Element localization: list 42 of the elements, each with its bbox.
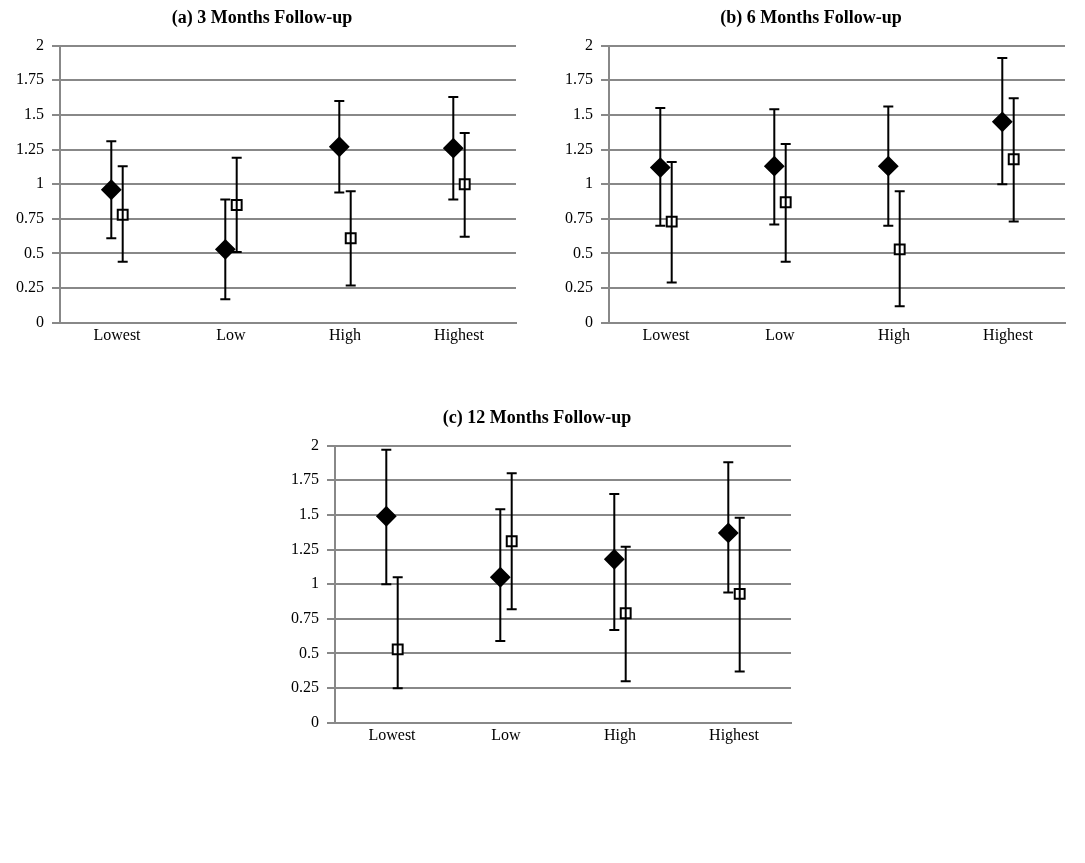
x-tick-label: Low: [490, 725, 521, 743]
y-tick-label: 0: [36, 313, 44, 330]
chart-title: (c) 12 Months Follow-up: [442, 407, 631, 429]
y-tick-label: 0.25: [290, 678, 319, 696]
y-tick-label: 1.75: [565, 70, 593, 88]
y-tick-label: 1.25: [565, 139, 593, 157]
y-tick-label: 1.25: [16, 139, 44, 157]
y-tick-label: 0.75: [16, 209, 44, 227]
x-tick-label: Low: [216, 325, 247, 343]
y-tick-label: 1.5: [573, 105, 593, 123]
y-tick-label: 1.75: [16, 70, 44, 88]
y-tick-label: 1: [310, 574, 319, 592]
x-tick-label: High: [878, 325, 910, 344]
y-tick-label: 0.5: [573, 243, 593, 261]
y-tick-label: 1.25: [290, 539, 319, 557]
x-tick-label: Lowest: [367, 725, 416, 743]
y-tick-label: 0: [585, 313, 593, 330]
y-tick-label: 0.5: [24, 243, 44, 261]
y-tick-label: 2: [36, 35, 44, 53]
x-tick-label: Low: [765, 325, 796, 343]
x-tick-label: Lowest: [642, 325, 691, 343]
y-tick-label: 1: [36, 174, 44, 192]
y-tick-label: 1: [585, 174, 593, 192]
y-tick-label: 0.75: [565, 209, 593, 227]
y-tick-label: 0.25: [565, 278, 593, 296]
x-tick-label: Highest: [708, 725, 759, 744]
y-tick-label: 1.5: [24, 105, 44, 123]
x-tick-label: High: [329, 325, 361, 344]
chart-title: (b) 6 Months Follow-up: [720, 7, 902, 29]
y-tick-label: 0.75: [290, 609, 319, 627]
x-tick-label: Highest: [983, 325, 1034, 344]
y-tick-label: 1.5: [298, 505, 319, 523]
x-tick-label: Highest: [434, 325, 485, 344]
x-tick-label: High: [603, 725, 636, 744]
y-tick-label: 0.25: [16, 278, 44, 296]
y-tick-label: 2: [310, 435, 319, 453]
y-tick-label: 0: [310, 713, 319, 730]
y-tick-label: 2: [585, 35, 593, 53]
x-tick-label: Lowest: [93, 325, 142, 343]
chart-title: (a) 3 Months Follow-up: [171, 7, 353, 29]
y-tick-label: 1.75: [290, 470, 319, 488]
y-tick-label: 0.5: [298, 643, 319, 661]
